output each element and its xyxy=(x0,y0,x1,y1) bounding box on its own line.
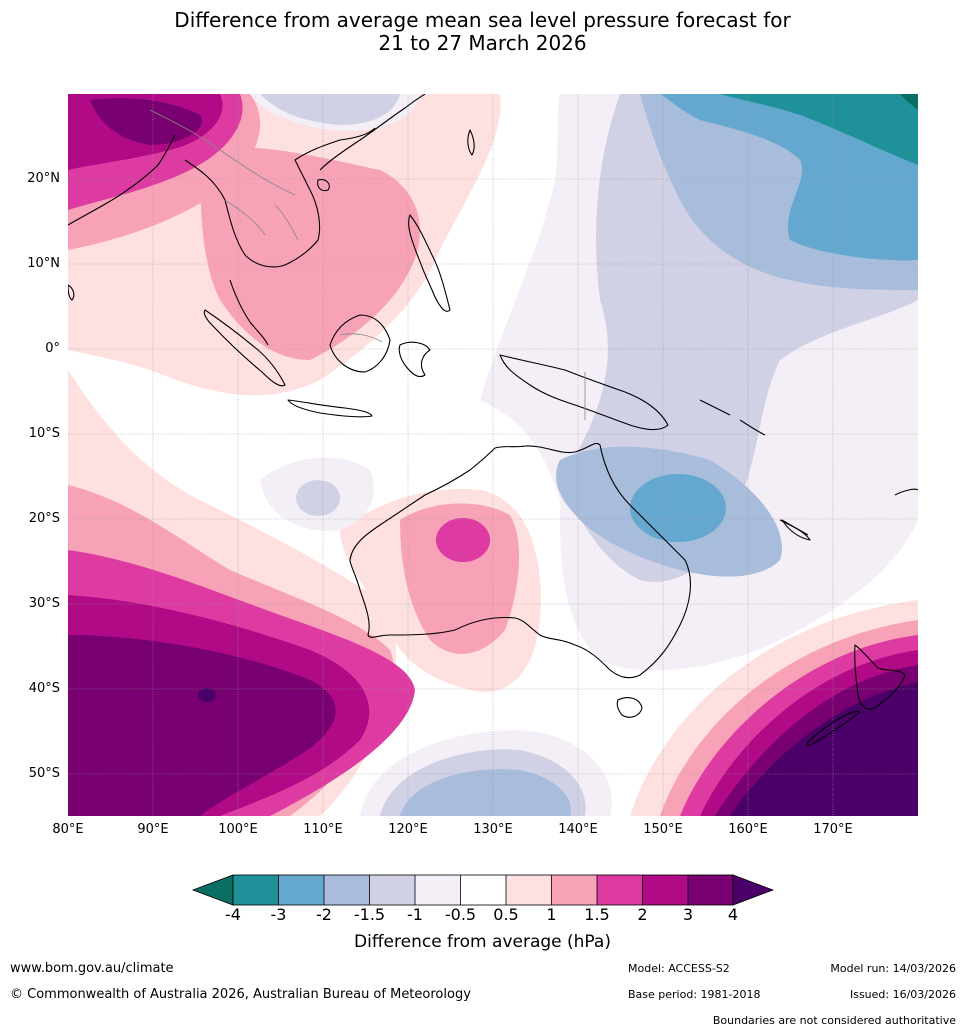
title-line-1: Difference from average mean sea level p… xyxy=(174,8,791,32)
anomaly-pos-indochina-1 xyxy=(200,147,420,360)
colorbar-label: -3 xyxy=(270,905,287,924)
anomaly-pos-wa-1.5 xyxy=(436,518,490,562)
anomaly-neg-pacific-4 xyxy=(900,94,918,110)
coast-solomon-islands xyxy=(699,399,766,436)
lat-tick-0: 0° xyxy=(45,341,60,356)
border-asia xyxy=(149,109,296,196)
lon-tick-160e: 160°E xyxy=(728,822,768,837)
anomaly-neg-south-1.5 xyxy=(400,769,571,816)
colorbar-label: -2 xyxy=(316,905,332,924)
colorbar-label: 1 xyxy=(546,905,557,924)
coastlines xyxy=(68,94,918,746)
border-borneo xyxy=(339,333,383,343)
boundaries-disclaimer: Boundaries are not considered authoritat… xyxy=(712,1014,956,1027)
colorbar-extend-low xyxy=(191,874,234,906)
anomaly-neg-west-1 xyxy=(296,480,340,516)
colorbar-title: Difference from average (hPa) xyxy=(354,932,611,952)
colorbar-label: -1 xyxy=(407,905,423,924)
colorbar-bin-10 xyxy=(642,875,688,905)
lon-tick-120e: 120°E xyxy=(388,822,428,837)
coast-borneo xyxy=(329,314,391,373)
colorbar-label: -1.5 xyxy=(353,905,386,924)
colorbar-bin-8 xyxy=(551,875,597,905)
colorbar-outline xyxy=(232,874,734,906)
colorbar xyxy=(191,874,775,906)
colorbar-bin-6 xyxy=(460,875,506,905)
lon-tick-170e: 170°E xyxy=(813,822,853,837)
colorbar-label: -4 xyxy=(225,905,241,924)
coast-java xyxy=(287,399,373,418)
anomaly-pos-small-4 xyxy=(198,688,216,702)
coast-sri-lanka xyxy=(68,284,75,301)
issued-date: Issued: 16/03/2026 xyxy=(849,988,956,1001)
model-run-date: Model run: 14/03/2026 xyxy=(830,962,956,975)
anomaly-neg-qld-2 xyxy=(630,474,726,542)
anomaly-fields xyxy=(68,94,918,816)
coast-new-zealand-south xyxy=(806,710,861,746)
coast-indochina xyxy=(184,127,376,268)
lon-tick-80e: 80°E xyxy=(52,822,84,837)
colorbar-bin-4 xyxy=(369,875,415,905)
lon-tick-130e: 130°E xyxy=(473,822,513,837)
lat-tick-20s: 20°S xyxy=(28,511,60,526)
anomaly-pos-india-3 xyxy=(90,98,202,145)
coast-india xyxy=(68,134,176,226)
colorbar-bin-1 xyxy=(233,875,279,905)
colorbar-separators xyxy=(278,875,689,905)
lon-tick-90e: 90°E xyxy=(137,822,169,837)
colorbar-bin-3 xyxy=(324,875,370,905)
colorbar-label: -0.5 xyxy=(444,905,477,924)
colorbar-bin-7 xyxy=(506,875,552,905)
base-period: Base period: 1981-2018 xyxy=(628,988,761,1001)
anomaly-neg-north-1 xyxy=(260,94,400,125)
anomaly-pos-southeast-4 xyxy=(730,682,918,816)
lat-tick-10s: 10°S xyxy=(28,426,60,441)
lat-tick-40s: 40°S xyxy=(28,681,60,696)
lon-tick-100e: 100°E xyxy=(218,822,258,837)
chart-title: Difference from average mean sea level p… xyxy=(0,9,965,55)
anomaly-neg-pacific-3 xyxy=(720,94,918,165)
title-line-2: 21 to 27 March 2026 xyxy=(378,31,587,55)
colorbar-label: 2 xyxy=(637,905,648,924)
copyright-text: © Commonwealth of Australia 2026, Austra… xyxy=(10,987,471,1002)
colorbar-label: 1.5 xyxy=(584,905,610,924)
anomaly-pos-southwest-3 xyxy=(68,635,336,816)
lon-tick-150e: 150°E xyxy=(643,822,683,837)
coast-new-caledonia xyxy=(781,519,811,541)
lon-tick-140e: 140°E xyxy=(558,822,598,837)
coast-hainan xyxy=(317,179,330,192)
colorbar-bin-2 xyxy=(278,875,324,905)
coast-taiwan xyxy=(467,129,475,156)
colorbar-bin-9 xyxy=(597,875,643,905)
colorbar-extend-high xyxy=(732,874,775,906)
coast-philippines xyxy=(408,214,451,312)
country-borders xyxy=(149,109,586,420)
colorbar-bin-11 xyxy=(688,875,733,905)
model-name: Model: ACCESS-S2 xyxy=(628,962,730,975)
website-link[interactable]: www.bom.gov.au/climate xyxy=(10,961,174,976)
coast-new-zealand-north xyxy=(854,644,906,710)
coast-tasmania xyxy=(616,697,643,718)
colorbar-label: 3 xyxy=(682,905,694,924)
graticule xyxy=(68,94,918,816)
lat-tick-20n: 20°N xyxy=(27,171,60,186)
coast-sulawesi xyxy=(398,341,431,378)
lon-tick-110e: 110°E xyxy=(303,822,343,837)
coast-malay-peninsula xyxy=(229,279,269,346)
lat-tick-50s: 50°S xyxy=(28,766,60,781)
lat-tick-10n: 10°N xyxy=(27,256,60,271)
coast-new-guinea xyxy=(499,354,669,431)
border-indochina xyxy=(224,199,299,241)
colorbar-bin-5 xyxy=(415,875,461,905)
coast-australia xyxy=(349,442,691,679)
coast-sumatra xyxy=(203,309,286,387)
lat-tick-30s: 30°S xyxy=(28,596,60,611)
coast-china xyxy=(319,94,426,171)
colorbar-label: 0.5 xyxy=(493,905,519,924)
colorbar-label: 4 xyxy=(727,905,739,924)
